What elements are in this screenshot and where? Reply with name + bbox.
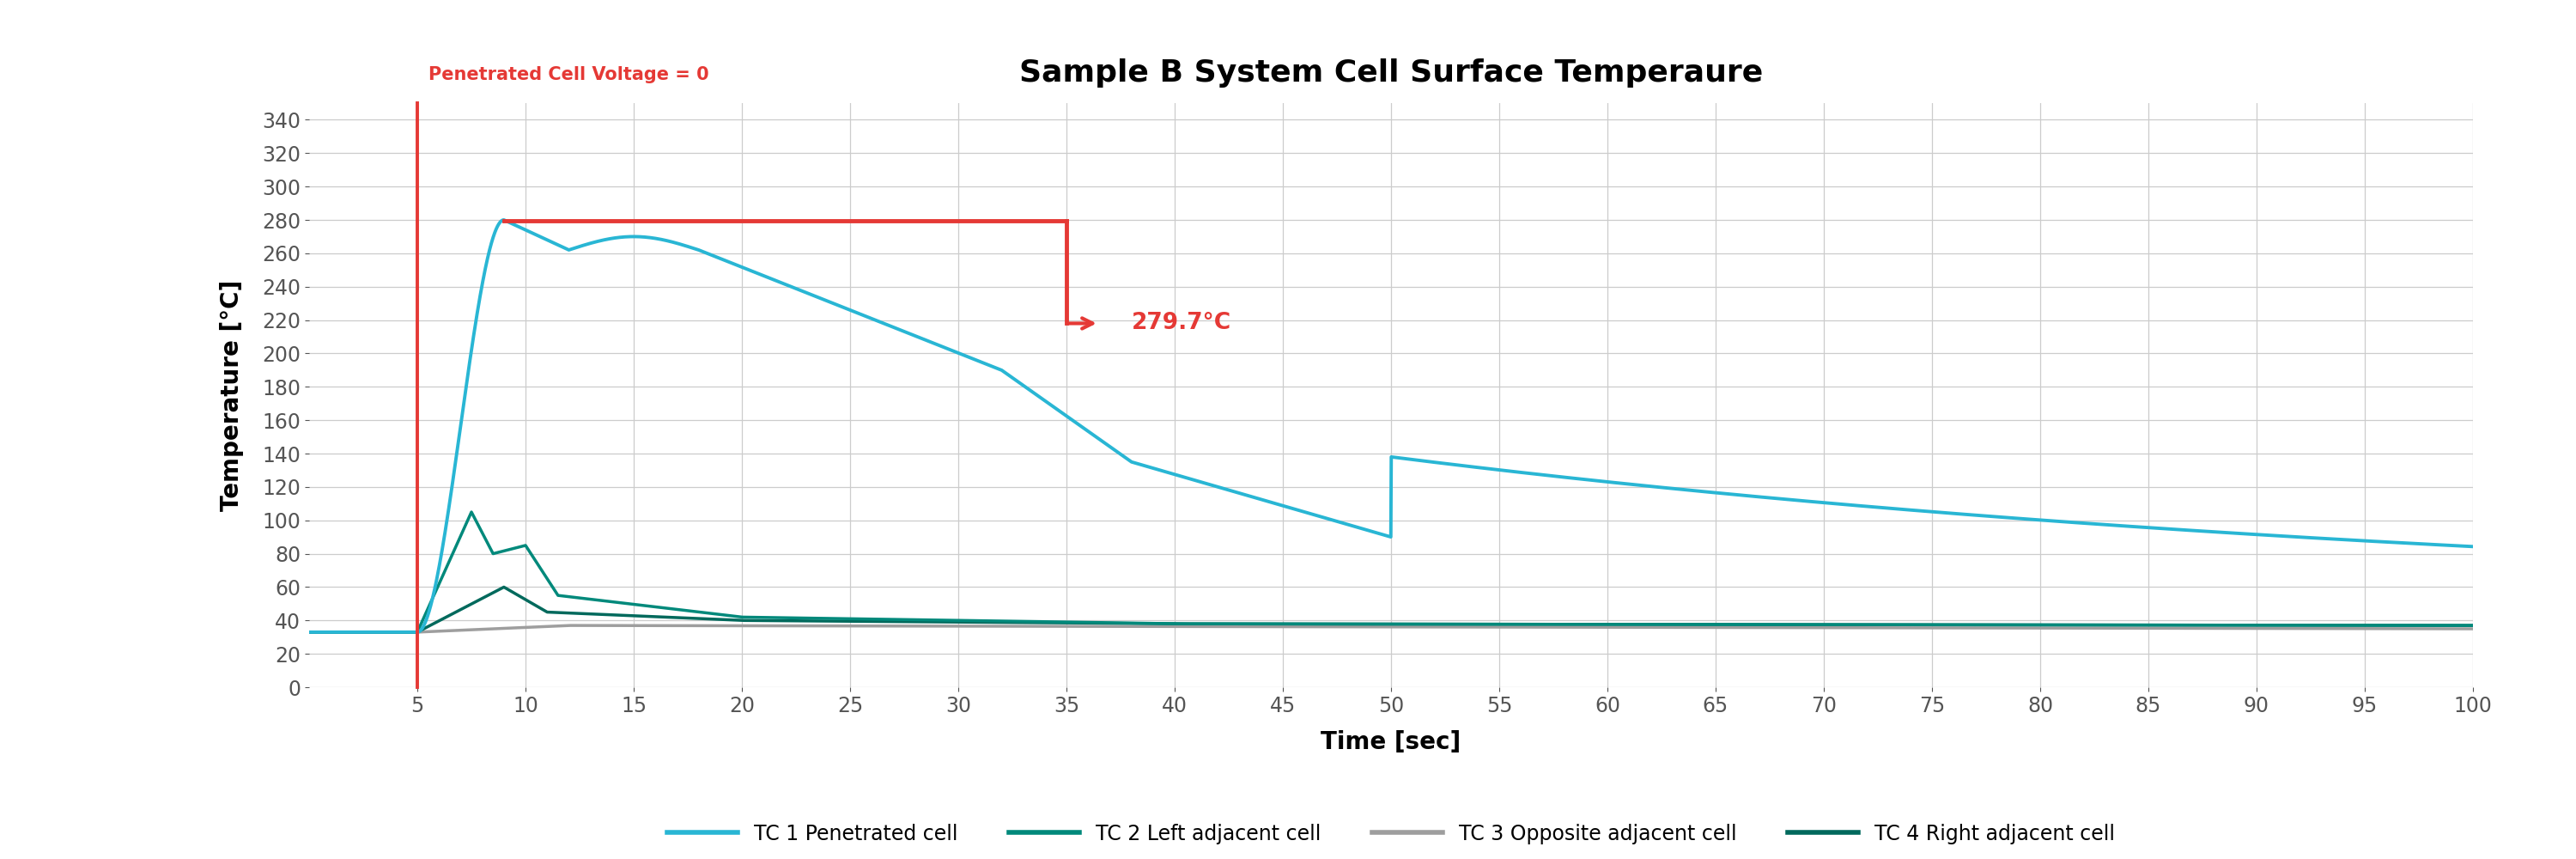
Text: 279.7°C: 279.7°C	[1131, 312, 1231, 334]
TC 4 Right adjacent cell	[2074, 620, 2105, 631]
TC 4 Right adjacent cell	[1909, 619, 1940, 630]
TC 3 Opposite adjacent cell	[1700, 622, 1731, 632]
TC 3 Opposite adjacent cell	[688, 620, 719, 631]
TC 2 Left adjacent cell	[1121, 618, 1151, 628]
TC 3 Opposite adjacent cell	[2458, 624, 2488, 634]
TC 1 Penetrated cell	[2074, 518, 2105, 528]
TC 4 Right adjacent cell	[688, 613, 719, 624]
TC 1 Penetrated cell	[489, 215, 520, 225]
TC 2 Left adjacent cell	[2074, 620, 2105, 631]
TC 2 Left adjacent cell	[1592, 619, 1623, 630]
TC 1 Penetrated cell	[1592, 477, 1623, 487]
TC 4 Right adjacent cell	[1592, 619, 1623, 630]
TC 3 Opposite adjacent cell	[294, 627, 325, 637]
TC 1 Penetrated cell	[1700, 488, 1731, 498]
TC 2 Left adjacent cell	[1700, 619, 1731, 630]
TC 4 Right adjacent cell	[294, 627, 325, 637]
TC 1 Penetrated cell	[1909, 506, 1940, 516]
TC 2 Left adjacent cell	[456, 507, 487, 517]
TC 2 Left adjacent cell	[688, 607, 719, 618]
TC 1 Penetrated cell	[688, 247, 719, 257]
Y-axis label: Temperature [°C]: Temperature [°C]	[219, 279, 245, 511]
TC 3 Opposite adjacent cell	[1592, 622, 1623, 632]
Title: Sample B System Cell Surface Temperaure: Sample B System Cell Surface Temperaure	[1020, 58, 1762, 88]
TC 1 Penetrated cell	[294, 627, 325, 637]
TC 3 Opposite adjacent cell	[1121, 621, 1151, 631]
Line: TC 1 Penetrated cell: TC 1 Penetrated cell	[309, 220, 2473, 632]
TC 1 Penetrated cell	[1121, 458, 1151, 468]
TC 4 Right adjacent cell	[489, 582, 520, 592]
Line: TC 4 Right adjacent cell: TC 4 Right adjacent cell	[309, 587, 2473, 632]
Text: Penetrated Cell Voltage = 0: Penetrated Cell Voltage = 0	[428, 66, 708, 83]
TC 2 Left adjacent cell	[2458, 620, 2488, 631]
TC 2 Left adjacent cell	[294, 627, 325, 637]
Line: TC 3 Opposite adjacent cell: TC 3 Opposite adjacent cell	[309, 625, 2473, 632]
TC 2 Left adjacent cell	[1909, 619, 1940, 630]
TC 1 Penetrated cell	[2458, 541, 2488, 551]
TC 3 Opposite adjacent cell	[2074, 623, 2105, 633]
TC 3 Opposite adjacent cell	[1909, 623, 1940, 633]
TC 4 Right adjacent cell	[1700, 619, 1731, 630]
Legend: TC 1 Penetrated cell, TC 2 Left adjacent cell, TC 3 Opposite adjacent cell, TC 4: TC 1 Penetrated cell, TC 2 Left adjacent…	[659, 815, 2123, 852]
TC 4 Right adjacent cell	[2458, 620, 2488, 631]
X-axis label: Time [sec]: Time [sec]	[1321, 730, 1461, 754]
TC 4 Right adjacent cell	[1121, 618, 1151, 629]
Line: TC 2 Left adjacent cell: TC 2 Left adjacent cell	[309, 512, 2473, 632]
TC 3 Opposite adjacent cell	[554, 620, 585, 631]
